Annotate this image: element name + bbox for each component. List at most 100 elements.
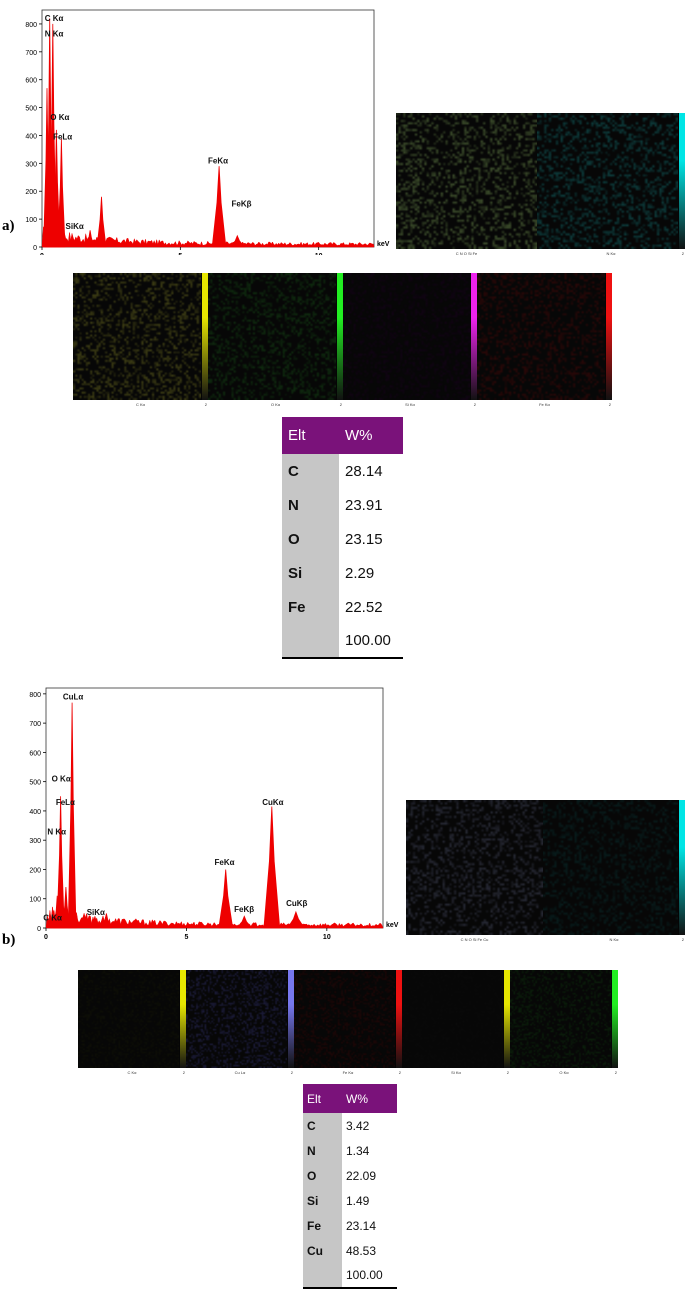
map-field <box>186 970 287 1068</box>
map-caption: O Kα <box>510 1068 618 1078</box>
y-tick-label: 700 <box>29 721 41 728</box>
y-tick-label: 0 <box>37 926 41 933</box>
table-row: C 28.14 <box>282 454 403 488</box>
x-tick-label: 10 <box>315 253 323 255</box>
table-row: Fe 23.14 <box>303 1213 397 1238</box>
element-map-n-a: N Kα 2 <box>537 113 685 259</box>
weight-cell: 23.91 <box>345 496 383 514</box>
intensity-scale-bar <box>202 273 208 400</box>
map-scale-value: 2 <box>681 937 684 942</box>
peak-annotation: N Kα <box>45 29 64 38</box>
element-cell: C <box>282 454 339 488</box>
map-noise <box>186 970 287 1068</box>
element-cell: N <box>303 1138 342 1163</box>
table-row: N 23.91 <box>282 488 403 522</box>
map-field <box>78 970 179 1068</box>
panel-label-b: b) <box>2 932 16 948</box>
peak-annotation: FeKα <box>208 156 228 165</box>
spectrum-peak <box>96 196 107 248</box>
map-scale-value: 2 <box>614 1070 617 1075</box>
weight-cell: 23.14 <box>346 1218 377 1233</box>
weight-cell: 1.49 <box>346 1193 370 1208</box>
intensity-scale-bar <box>288 970 294 1068</box>
map-noise <box>78 970 179 1068</box>
element-map-overlay-b: C N O Si Fe Cu <box>406 800 543 945</box>
map-noise <box>510 970 611 1068</box>
table-header-row: Elt W% <box>303 1084 397 1113</box>
element-cell: Fe <box>303 1213 342 1238</box>
composition-table-b: Elt W% C 3.42 N 1.34 O 22.09 Si 1.49 Fe 23.14… <box>303 1084 397 1289</box>
element-map-si-a: Si Kα 2 <box>343 273 477 410</box>
y-tick-label: 300 <box>25 161 37 168</box>
map-scale-value: 2 <box>182 1070 185 1075</box>
table-row: C 3.42 <box>303 1113 397 1138</box>
intensity-scale-bar <box>679 113 685 249</box>
element-map-si-b: Si Kα 2 <box>402 970 510 1078</box>
spectrum-peak <box>286 910 306 929</box>
y-tick-label: 300 <box>29 838 41 845</box>
x-tick-label: 5 <box>184 934 188 941</box>
map-caption: N Kα <box>543 935 685 945</box>
x-unit-label: keV <box>386 922 399 929</box>
element-map-cu-b: Cu Lα 2 <box>186 970 294 1078</box>
eds-spectrum-b: 0 100 200 300 400 500 600 700 800 0 5 10 keV CuLα O Kα… <box>29 687 399 941</box>
weight-cell: 1.34 <box>346 1143 370 1158</box>
spectrum-peak <box>211 166 227 248</box>
intensity-scale-bar <box>679 800 685 935</box>
header-weight-percent: W% <box>339 417 403 454</box>
map-scale-value: 2 <box>398 1070 401 1075</box>
map-caption: C Kα <box>73 400 208 410</box>
map-caption: Fe Kα <box>294 1068 402 1078</box>
peak-annotation: FeKβ <box>232 200 252 209</box>
peak-annotation: FeLα <box>53 133 72 142</box>
table-row: 100.00 <box>303 1263 397 1288</box>
map-noise <box>543 800 678 935</box>
map-field <box>537 113 678 249</box>
weight-cell: 28.14 <box>345 462 383 480</box>
table-row: Si 1.49 <box>303 1188 397 1213</box>
element-cell: C <box>303 1113 342 1138</box>
map-field <box>543 800 678 935</box>
table-row: Si 2.29 <box>282 556 403 590</box>
map-caption: C Kα <box>78 1068 186 1078</box>
map-field <box>477 273 605 400</box>
peak-annotation: FeKβ <box>234 905 254 914</box>
map-field <box>396 113 537 249</box>
peak-annotation: FeKα <box>215 858 235 867</box>
element-map-c-b: C Kα 2 <box>78 970 186 1078</box>
map-caption: Si Kα <box>343 400 477 410</box>
map-field <box>208 273 336 400</box>
weight-cell: 100.00 <box>346 1268 383 1282</box>
intensity-scale-bar <box>337 273 343 400</box>
element-cell <box>282 624 339 658</box>
weight-cell: 22.09 <box>346 1168 377 1183</box>
peak-annotation: CuKα <box>262 798 283 807</box>
element-cell: Si <box>282 556 339 590</box>
table-row: N 1.34 <box>303 1138 397 1163</box>
peak-annotation: C Kα <box>45 14 64 23</box>
map-field <box>294 970 395 1068</box>
intensity-scale-bar <box>504 970 510 1068</box>
weight-cell: 2.29 <box>345 564 375 582</box>
map-noise <box>406 800 543 935</box>
element-cell: Fe <box>282 590 339 624</box>
y-tick-label: 0 <box>33 245 37 252</box>
header-weight-percent: W% <box>342 1084 397 1113</box>
intensity-scale-bar <box>396 970 402 1068</box>
map-noise <box>294 970 395 1068</box>
spectrum-peak <box>57 138 66 248</box>
y-tick-label: 600 <box>25 78 37 85</box>
plot-frame <box>41 9 375 248</box>
spectrum-peak <box>218 869 234 929</box>
intensity-scale-bar <box>180 970 186 1068</box>
map-noise <box>477 273 605 400</box>
spectrum-peak <box>89 916 100 929</box>
y-tick-label: 200 <box>29 867 41 874</box>
map-scale-value: 2 <box>506 1070 509 1075</box>
spectrum-background <box>45 906 384 929</box>
map-caption: N Kα <box>537 249 685 259</box>
table-row: Fe 22.52 <box>282 590 403 624</box>
map-noise <box>343 273 470 400</box>
map-noise <box>208 273 336 400</box>
map-field <box>406 800 543 935</box>
